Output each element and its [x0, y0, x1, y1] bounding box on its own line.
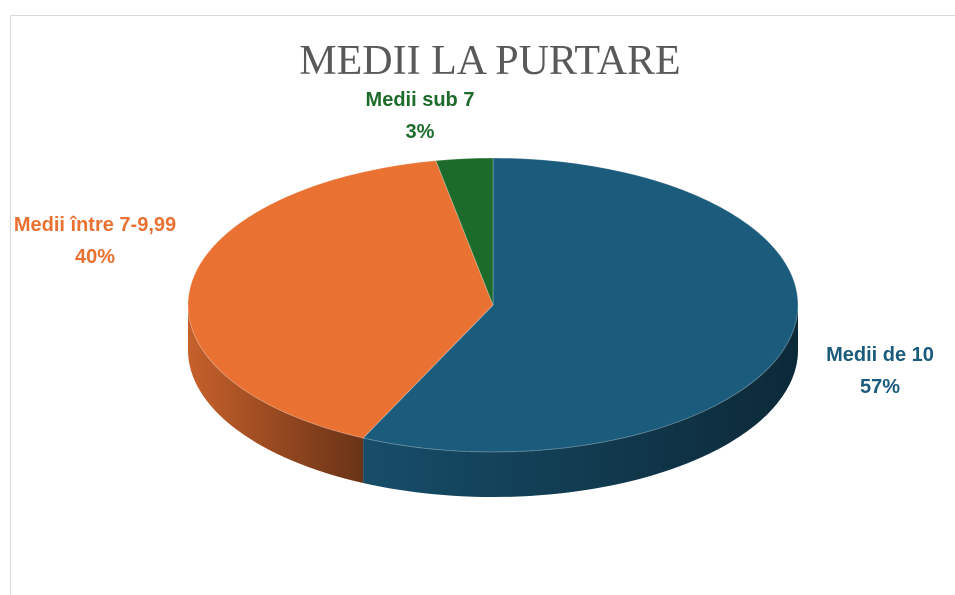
label-category: Medii de 10 — [826, 344, 934, 366]
pie-slice — [187, 160, 494, 439]
slice-side-shade — [188, 305, 364, 484]
label-category: Medii între 7-9,99 — [13, 214, 177, 236]
label-value: 40% — [74, 246, 116, 268]
chart-frame — [10, 15, 955, 595]
label-value: 3% — [405, 121, 435, 143]
chart-title: MEDII LA PURTARE — [299, 38, 680, 84]
label-value: 57% — [859, 376, 901, 398]
data-label: Medii de 10 57% — [790, 339, 955, 403]
slice-side-shade — [363, 305, 798, 497]
pie-slice — [435, 157, 494, 306]
data-label: Medii sub 7 3% — [330, 84, 510, 148]
pie-slice — [362, 157, 799, 453]
label-category: Medii sub 7 — [365, 89, 475, 111]
data-label: Medii între 7-9,99 40% — [10, 209, 180, 273]
